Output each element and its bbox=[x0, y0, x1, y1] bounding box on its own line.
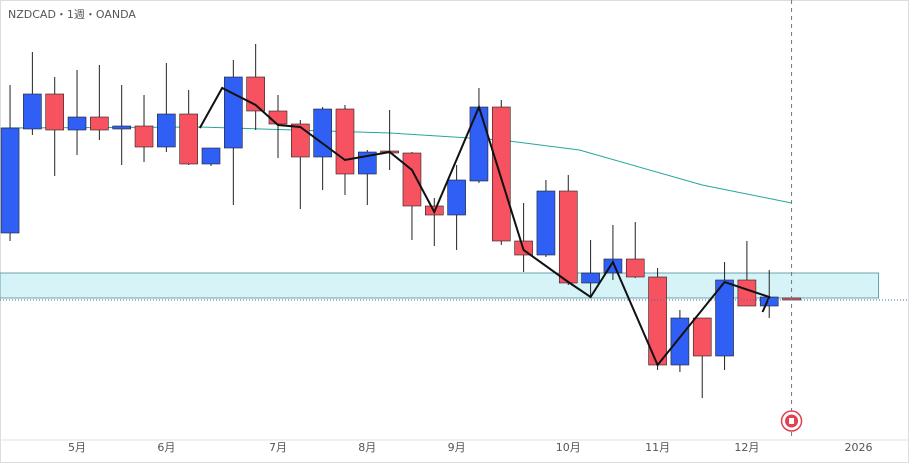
x-tick-label: 10月 bbox=[556, 441, 581, 454]
candle-body bbox=[313, 108, 332, 158]
candle-body bbox=[447, 179, 466, 216]
candle-body bbox=[23, 93, 42, 130]
candle-body bbox=[469, 106, 489, 182]
x-tick-label: 6月 bbox=[157, 441, 175, 454]
candle-body bbox=[157, 113, 176, 148]
x-tick-label: 8月 bbox=[358, 441, 376, 454]
x-tick-label: 2026 bbox=[845, 441, 873, 454]
candle-body bbox=[112, 125, 131, 130]
x-tick-label: 12月 bbox=[734, 441, 759, 454]
candle-body bbox=[670, 317, 690, 366]
candle-body bbox=[335, 108, 355, 175]
candle-body bbox=[692, 317, 712, 357]
candle-body bbox=[558, 190, 578, 284]
candle-body bbox=[402, 152, 422, 207]
candle-body bbox=[134, 125, 154, 148]
candle-body bbox=[581, 272, 600, 284]
candle-body bbox=[90, 116, 109, 131]
candle-body bbox=[737, 279, 757, 307]
x-tick-label: 5月 bbox=[68, 441, 86, 454]
candle-body bbox=[0, 127, 20, 234]
candle-body bbox=[536, 190, 556, 256]
candle-body bbox=[715, 279, 734, 357]
candle-body bbox=[179, 113, 198, 165]
candle-body bbox=[268, 110, 288, 125]
zigzag-line bbox=[198, 86, 771, 367]
x-tick-label: 7月 bbox=[269, 441, 287, 454]
candle-body bbox=[201, 147, 221, 165]
chart-title: NZDCAD・1週・OANDA bbox=[8, 8, 136, 21]
candle-body bbox=[625, 258, 645, 278]
candle-body bbox=[491, 106, 511, 242]
event-icon-flag bbox=[789, 418, 795, 424]
candle-body bbox=[67, 116, 87, 131]
x-tick-label: 9月 bbox=[448, 441, 466, 454]
candle-body bbox=[291, 123, 310, 158]
x-tick-label: 11月 bbox=[645, 441, 670, 454]
candle-body bbox=[45, 93, 65, 131]
candle-body bbox=[224, 76, 243, 149]
